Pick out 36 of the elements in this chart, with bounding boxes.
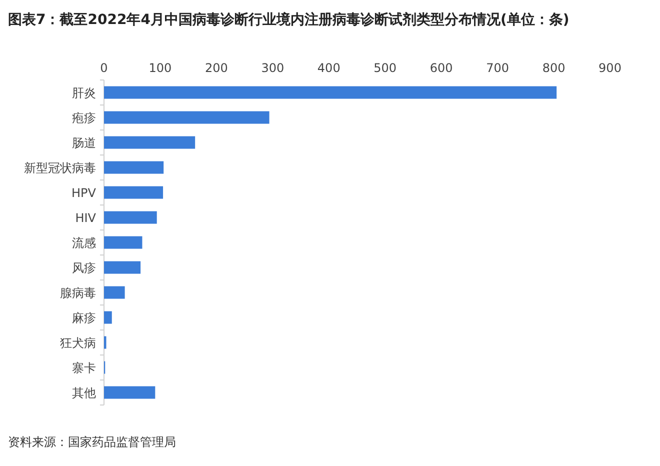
x-tick-label: 0 xyxy=(100,61,108,75)
y-tick-label: HPV xyxy=(72,186,97,200)
x-tick-label: 200 xyxy=(204,61,228,75)
x-tick-label: 400 xyxy=(317,61,340,75)
x-tick-label: 100 xyxy=(148,61,172,75)
y-tick-label: 肝炎 xyxy=(72,86,96,100)
bar xyxy=(104,86,557,99)
bar xyxy=(104,261,141,274)
bar xyxy=(104,311,112,324)
x-tick-label: 800 xyxy=(542,61,566,75)
y-tick-label: 狂犬病 xyxy=(60,336,96,350)
x-tick-label: 900 xyxy=(598,61,622,75)
y-tick-label: HIV xyxy=(75,211,97,225)
chart-title: 图表7：截至2022年4月中国病毒诊断行业境内注册病毒诊断试剂类型分布情况(单位：条) xyxy=(8,11,570,28)
y-tick-label: 腺病毒 xyxy=(60,286,96,300)
y-tick-label: 寨卡 xyxy=(72,361,96,375)
bar xyxy=(104,111,270,124)
bar xyxy=(104,161,164,174)
x-tick-label: 500 xyxy=(374,61,397,75)
text: 资料来源：国家药品监督管理局 xyxy=(8,435,176,449)
bar xyxy=(104,236,142,249)
y-tick-label: 流感 xyxy=(72,236,96,250)
x-tick-label: 700 xyxy=(486,61,510,75)
y-tick-label: 新型冠状病毒 xyxy=(24,161,96,175)
y-tick-label: 风疹 xyxy=(72,261,96,275)
bar xyxy=(104,136,196,149)
y-tick-label: 其他 xyxy=(72,386,96,400)
bar xyxy=(104,386,156,399)
x-tick-label: 600 xyxy=(430,61,453,75)
bar xyxy=(104,211,157,224)
y-tick-label: 疱疹 xyxy=(72,111,96,125)
bar xyxy=(104,186,164,199)
bar xyxy=(104,286,125,299)
x-tick-label: 300 xyxy=(261,61,284,75)
y-tick-label: 肠道 xyxy=(72,136,96,150)
y-tick-label: 麻疹 xyxy=(72,311,96,325)
